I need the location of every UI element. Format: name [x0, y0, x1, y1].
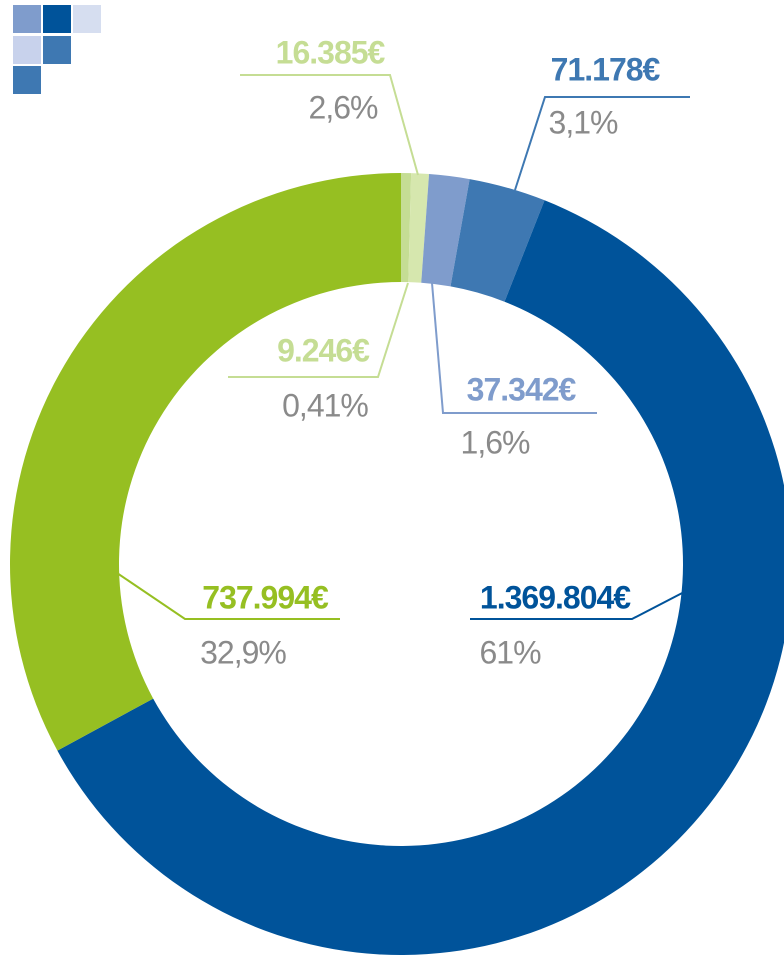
percent-label: 2,6%: [309, 89, 378, 125]
donut-segment: [450, 179, 545, 302]
value-label: 16.385€: [276, 34, 386, 70]
value-label: 9.246€: [277, 332, 370, 368]
value-label: 37.342€: [467, 371, 577, 407]
donut-segment: [401, 173, 412, 283]
percent-label: 61%: [479, 634, 541, 670]
donut-segment: [57, 200, 784, 955]
value-label: 71.178€: [551, 51, 661, 87]
percent-label: 3,1%: [549, 104, 618, 140]
percent-label: 1,6%: [461, 424, 530, 460]
percent-label: 0,41%: [282, 387, 368, 423]
donut-segment: [421, 174, 470, 287]
value-label: 1.369.804€: [480, 579, 631, 615]
logo: [13, 5, 101, 94]
percent-label: 32,9%: [200, 634, 286, 670]
value-label: 737.994€: [202, 579, 329, 615]
donut-segment: [408, 173, 430, 283]
leader-lines: [116, 74, 690, 620]
donut-segment: [9, 173, 401, 751]
